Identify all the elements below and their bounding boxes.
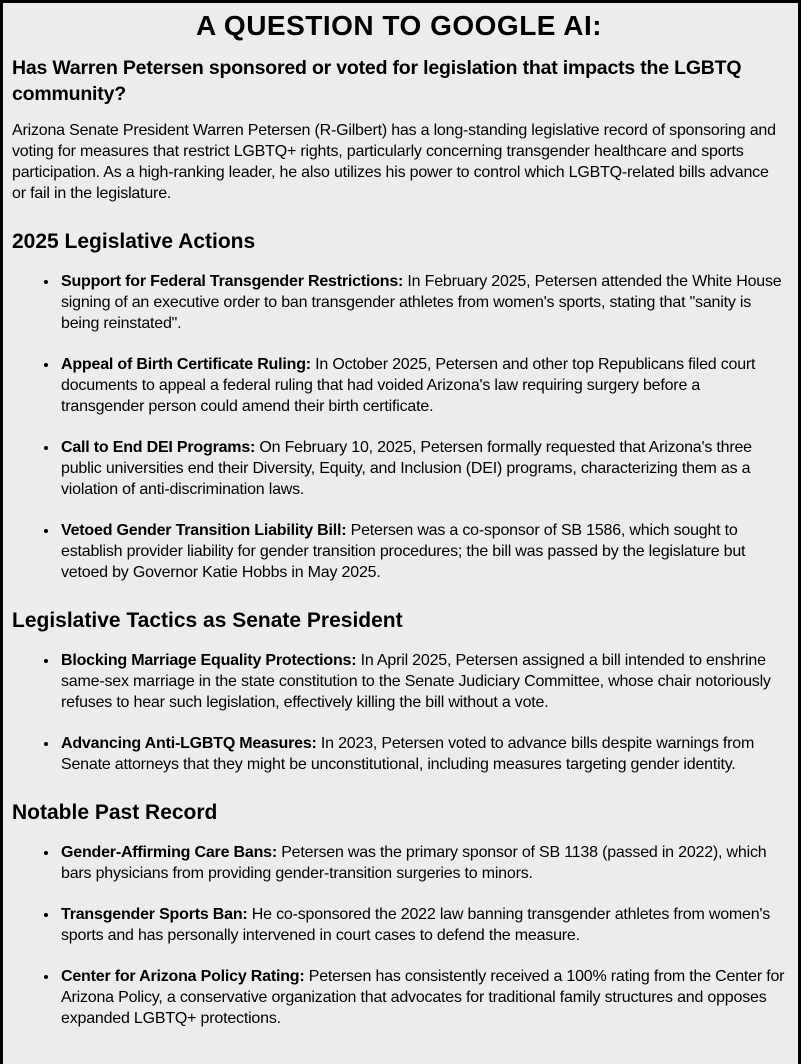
list-item-text: In February 2025, Petersen attended the …	[61, 273, 782, 332]
list-item-text: Petersen has consistently received a 100…	[61, 968, 785, 1027]
bullet-list-notable-past-record: Gender-Affirming Care Bans: Petersen was…	[12, 842, 786, 1029]
list-item-text: Petersen was a co-sponsor of SB 1586, wh…	[61, 522, 746, 581]
list-item-label: Advancing Anti-LGBTQ Measures:	[61, 735, 317, 752]
list-item-label: Transgender Sports Ban:	[61, 906, 248, 923]
bullet-list-legislative-tactics: Blocking Marriage Equality Protections: …	[12, 650, 786, 775]
page-title: A QUESTION TO GOOGLE AI:	[195, 10, 603, 41]
list-item-text: Petersen was the primary sponsor of SB 1…	[61, 844, 767, 882]
list-item: Transgender Sports Ban: He co-sponsored …	[59, 904, 786, 946]
list-item: Appeal of Birth Certificate Ruling: In O…	[59, 354, 786, 417]
list-item-label: Support for Federal Transgender Restrict…	[61, 273, 404, 290]
list-item-label: Call to End DEI Programs:	[61, 439, 256, 456]
list-item-label: Appeal of Birth Certificate Ruling:	[61, 356, 311, 373]
list-item: Call to End DEI Programs: On February 10…	[59, 437, 786, 500]
list-item: Gender-Affirming Care Bans: Petersen was…	[59, 842, 786, 884]
list-item: Blocking Marriage Equality Protections: …	[59, 650, 786, 713]
list-item: Center for Arizona Policy Rating: Peters…	[59, 966, 786, 1029]
list-item-text: In October 2025, Petersen and other top …	[61, 356, 756, 415]
intro-paragraph: Arizona Senate President Warren Petersen…	[12, 122, 776, 202]
list-item: Advancing Anti-LGBTQ Measures: In 2023, …	[59, 733, 786, 775]
list-item-text: He co-sponsored the 2022 law banning tra…	[61, 906, 771, 944]
question-heading: Has Warren Petersen sponsored or voted f…	[12, 57, 742, 105]
list-item-text: In April 2025, Petersen assigned a bill …	[61, 652, 771, 711]
section-heading-notable-past-record: Notable Past Record	[12, 801, 218, 824]
list-item-text: On February 10, 2025, Petersen formally …	[61, 439, 752, 498]
list-item-text: In 2023, Petersen voted to advance bills…	[61, 735, 755, 773]
list-item-label: Center for Arizona Policy Rating:	[61, 968, 305, 985]
list-item-label: Gender-Affirming Care Bans:	[61, 844, 277, 861]
list-item: Vetoed Gender Transition Liability Bill:…	[59, 520, 786, 583]
bullet-list-2025-legislative-actions: Support for Federal Transgender Restrict…	[12, 271, 786, 583]
section-heading-2025-legislative-actions: 2025 Legislative Actions	[12, 230, 256, 253]
list-item: Support for Federal Transgender Restrict…	[59, 271, 786, 334]
list-item-label: Vetoed Gender Transition Liability Bill:	[61, 522, 347, 539]
list-item-label: Blocking Marriage Equality Protections:	[61, 652, 357, 669]
section-heading-legislative-tactics: Legislative Tactics as Senate President	[12, 609, 403, 632]
